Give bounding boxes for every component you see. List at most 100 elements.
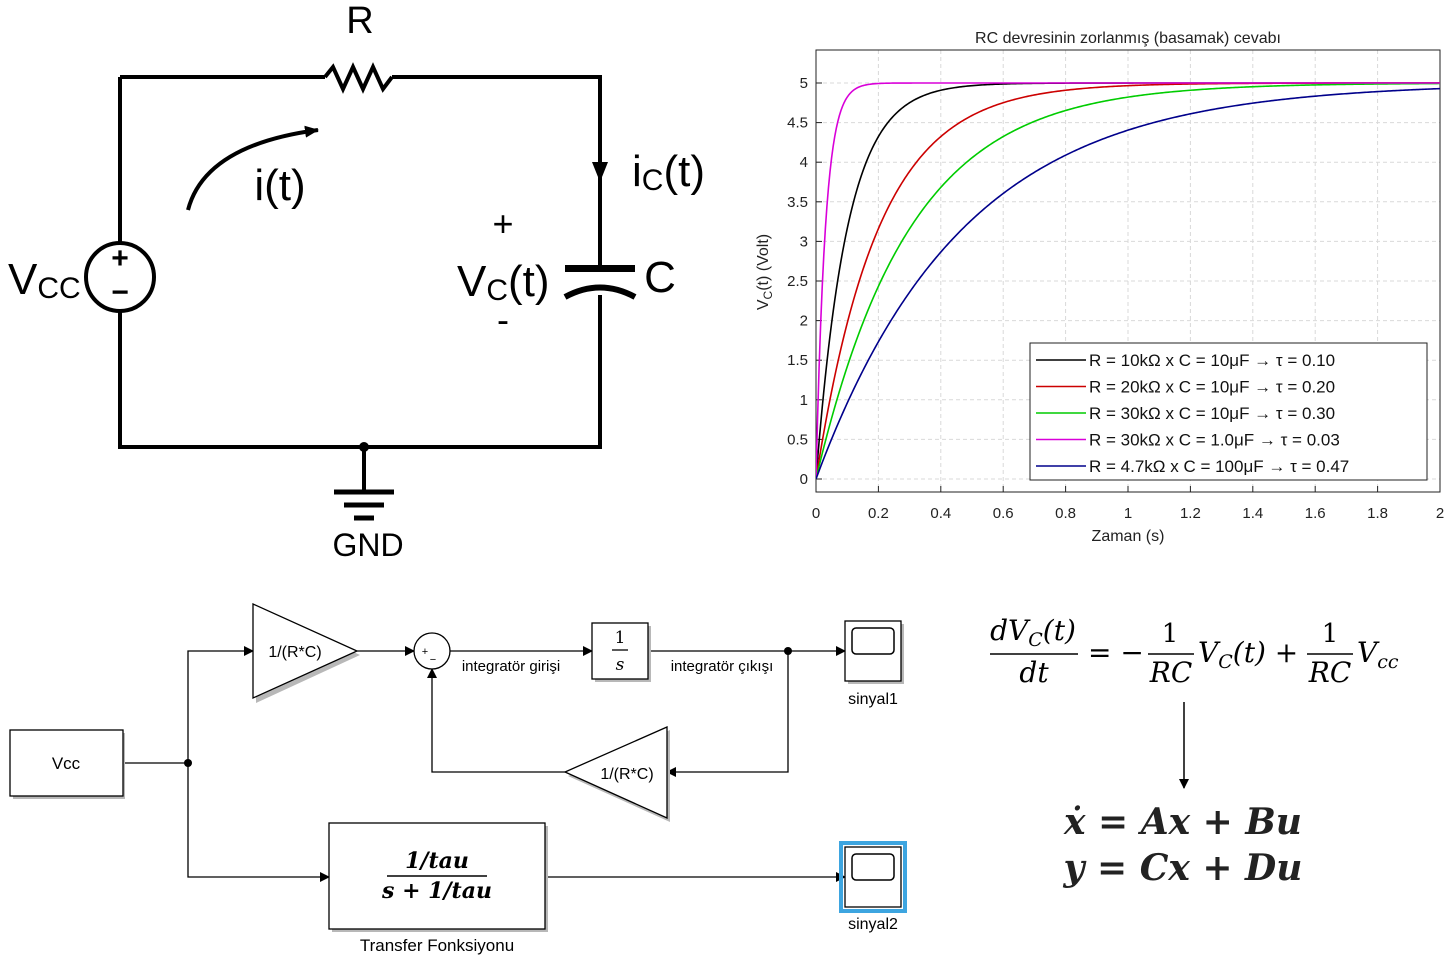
wire-feedback-down (666, 651, 789, 777)
y-tick-label: 2 (800, 313, 808, 330)
scope2-selection-highlight (839, 841, 907, 913)
wire-branch-down (187, 763, 330, 882)
chart-legend: R = 10kΩ x C = 10μF → τ = 0.10 R = 20kΩ x… (1029, 342, 1428, 481)
legend-entry-5: R = 4.7kΩ x C = 100μF → τ = 0.47 (1089, 457, 1349, 476)
series-line-3 (816, 82, 1440, 480)
scope2-screen-icon (851, 853, 895, 881)
equations: dVC(t) dt = − 1 RC VC(t) + 1 RC Vcc (990, 614, 1399, 689)
loop-current-arrow-icon (186, 125, 319, 211)
y-tick-labels: 0 0.5 1 1.5 2 2.5 3 3.5 4 4.5 5 (787, 75, 808, 488)
plot-area-frame (815, 49, 1441, 493)
voltage-source-icon (84, 241, 156, 313)
y-tick-label: 0.5 (787, 431, 808, 448)
cap-plus-label: + (492, 203, 513, 244)
capacitor-plate-top (565, 265, 635, 272)
tf-caption: Transfer Fonksiyonu (360, 936, 514, 955)
capacitor-label: C (644, 253, 676, 302)
sum-plus: + (422, 646, 428, 658)
source-plus: + (111, 242, 129, 275)
label-integrator-input: integratör girişi (462, 658, 560, 675)
chart-title: RC devresinin zorlanmış (basamak) cevabı (975, 30, 1281, 47)
simulink-model (123, 646, 846, 882)
ode-lhs-numerator: dVC(t) (990, 614, 1076, 651)
gain-top-label: 1/(R*C) (268, 644, 321, 661)
x-tick-label: 0 (812, 505, 820, 522)
frac1-numerator: 1 (1162, 619, 1179, 649)
y-tick-label: 3.5 (787, 194, 808, 211)
x-tick-label: 2 (1436, 505, 1444, 522)
frac1-denominator: RC (1149, 656, 1193, 689)
step-response-chart: RC devresinin zorlanmış (basamak) cevabı… (755, 30, 1444, 545)
legend-entry-3: R = 30kΩ x C = 10μF → τ = 0.30 (1089, 404, 1335, 423)
integrator-block[interactable] (591, 622, 649, 680)
tf-numerator: 1/tau (405, 848, 469, 874)
scope1-screen-icon (851, 627, 895, 655)
x-axis-label: Zaman (s) (1092, 528, 1165, 545)
legend-entry-1: R = 10kΩ x C = 10μF → τ = 0.10 (1089, 351, 1335, 370)
cap-current-label: iC(t) (632, 147, 705, 197)
cap-minus-label: - (497, 299, 509, 340)
y-tick-label: 1.5 (787, 352, 808, 369)
capacitor-plate-bottom (563, 284, 637, 300)
y-tick-label: 0 (800, 471, 808, 488)
legend-entry-4: R = 30kΩ x C = 1.0μF → τ = 0.03 (1089, 431, 1340, 450)
branch-point (184, 759, 192, 767)
x-tick-label: 1 (1124, 505, 1132, 522)
x-tick-label: 1.6 (1305, 505, 1326, 522)
ground-icon (334, 489, 394, 521)
x-tick-label: 0.6 (993, 505, 1014, 522)
integrator-num: 1 (615, 628, 626, 648)
vcc-block-label: Vcc (52, 754, 81, 773)
x-tick-label: 0.4 (930, 505, 951, 522)
y-tick-label: 1 (800, 392, 808, 409)
vcc-block[interactable] (9, 729, 124, 797)
ode-term1: VC(t) + (1198, 636, 1298, 673)
cap-voltage-label: VC(t) (457, 257, 550, 307)
scope1-label: sinyal1 (848, 691, 898, 708)
gain-feedback-block[interactable] (563, 726, 668, 820)
wire-feedback-to-sum (427, 668, 565, 773)
gain-top-block[interactable] (252, 602, 359, 700)
x-tick-labels: 0 0.2 0.4 0.6 0.8 1 1.2 1.4 1.6 1.8 2 (812, 505, 1444, 522)
x-tick-label: 1.8 (1367, 505, 1388, 522)
x-tick-label: 0.2 (868, 505, 889, 522)
series-line-4 (816, 82, 1440, 480)
y-tick-label: 5 (800, 75, 808, 92)
cap-current-arrow-icon (592, 162, 608, 182)
y-tick-label: 3 (800, 233, 808, 250)
x-tick-label: 0.8 (1055, 505, 1076, 522)
x-tick-label: 1.4 (1242, 505, 1263, 522)
chart-series (816, 82, 1440, 480)
source-minus: − (111, 276, 129, 309)
scope2-label: sinyal2 (848, 916, 898, 933)
legend-box (1029, 342, 1428, 481)
ground-junction (359, 442, 369, 452)
ode-equals: = − (1088, 636, 1144, 669)
tf-denominator: s + 1/tau (381, 878, 492, 904)
feedback-branch-point (784, 647, 792, 655)
integrator-den: s (616, 655, 625, 675)
series-line-5 (816, 87, 1440, 480)
ode-term2: Vcc (1357, 636, 1399, 673)
ode-lhs-denominator: dt (1019, 656, 1049, 689)
y-tick-label: 2.5 (787, 273, 808, 290)
resistor-label: R (346, 0, 373, 42)
y-tick-label: 4.5 (787, 115, 808, 132)
wire-branch-up (187, 646, 254, 763)
gain-feedback-label: 1/(R*C) (600, 766, 653, 783)
frac2-numerator: 1 (1322, 619, 1339, 649)
sum-block[interactable] (413, 632, 451, 670)
label-integrator-output: integratör çıkışı (671, 658, 774, 675)
wire-cap-to-bottom (118, 295, 602, 449)
source-label: VCC (8, 255, 81, 305)
state-equation-2: y = Cx + Du (1063, 847, 1303, 889)
legend-items: R = 10kΩ x C = 10μF → τ = 0.10 R = 20kΩ x… (1036, 351, 1349, 476)
legend-entry-2: R = 20kΩ x C = 10μF → τ = 0.20 (1089, 378, 1335, 397)
ground-label: GND (332, 527, 403, 563)
frac2-denominator: RC (1308, 656, 1352, 689)
current-label: i(t) (254, 161, 305, 210)
x-tick-label: 1.2 (1180, 505, 1201, 522)
resistor (323, 62, 394, 94)
